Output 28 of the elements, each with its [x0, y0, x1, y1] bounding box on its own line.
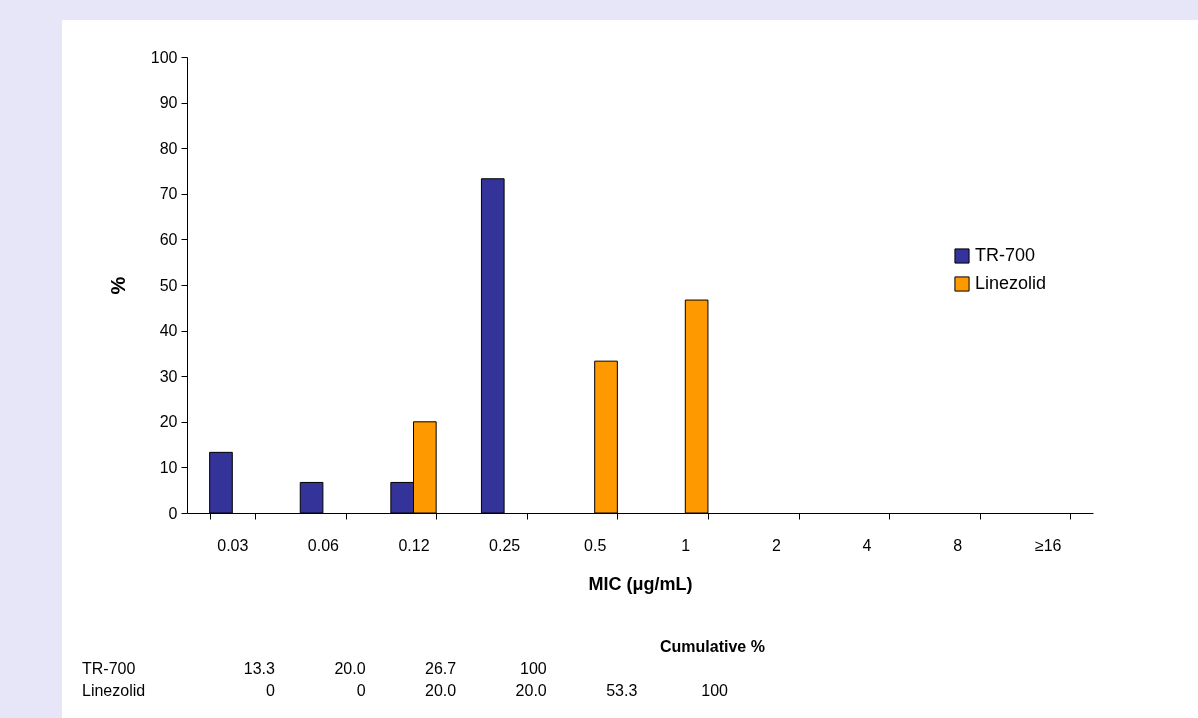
text: TR-700 13.3 20.0 26.7 100: [82, 660, 547, 677]
x-tick-label: 1: [681, 536, 691, 554]
legend-label: Linezolid: [975, 273, 1047, 293]
x-tick-label: 2: [771, 536, 781, 554]
x-tick-label: 0.06: [307, 536, 340, 554]
x-axis-title: MIC (μg/mL): [588, 573, 693, 594]
y-tick-label: 0: [168, 504, 178, 522]
y-tick-label: 40: [159, 322, 178, 340]
y-tick-label: 80: [159, 139, 178, 157]
x-tick-label: 0.5: [584, 536, 607, 554]
y-tick-label: 70: [159, 185, 178, 203]
y-tick-label: 10: [159, 458, 178, 476]
y-tick-label: 60: [159, 230, 178, 248]
x-tick-label: 0.25: [489, 536, 521, 554]
y-axis-title: %: [106, 276, 129, 295]
legend-label: TR-700: [975, 245, 1036, 265]
text: Cumulative %: [660, 638, 765, 656]
y-tick-label: 20: [159, 413, 178, 431]
x-tick-label: 0.03: [217, 536, 249, 554]
y-tick-label: 100: [150, 48, 178, 66]
y-tick-label: 90: [159, 94, 178, 112]
x-tick-label: 8: [953, 536, 963, 554]
x-tick-label: 0.12: [398, 536, 430, 554]
x-tick-label: 4: [862, 536, 872, 554]
y-tick-label: 50: [159, 276, 178, 294]
x-tick-label: ≥16: [1034, 536, 1062, 554]
text: Linezolid 0 0 20.0 20.0 53.3 100: [82, 682, 728, 699]
y-tick-label: 30: [159, 367, 178, 385]
